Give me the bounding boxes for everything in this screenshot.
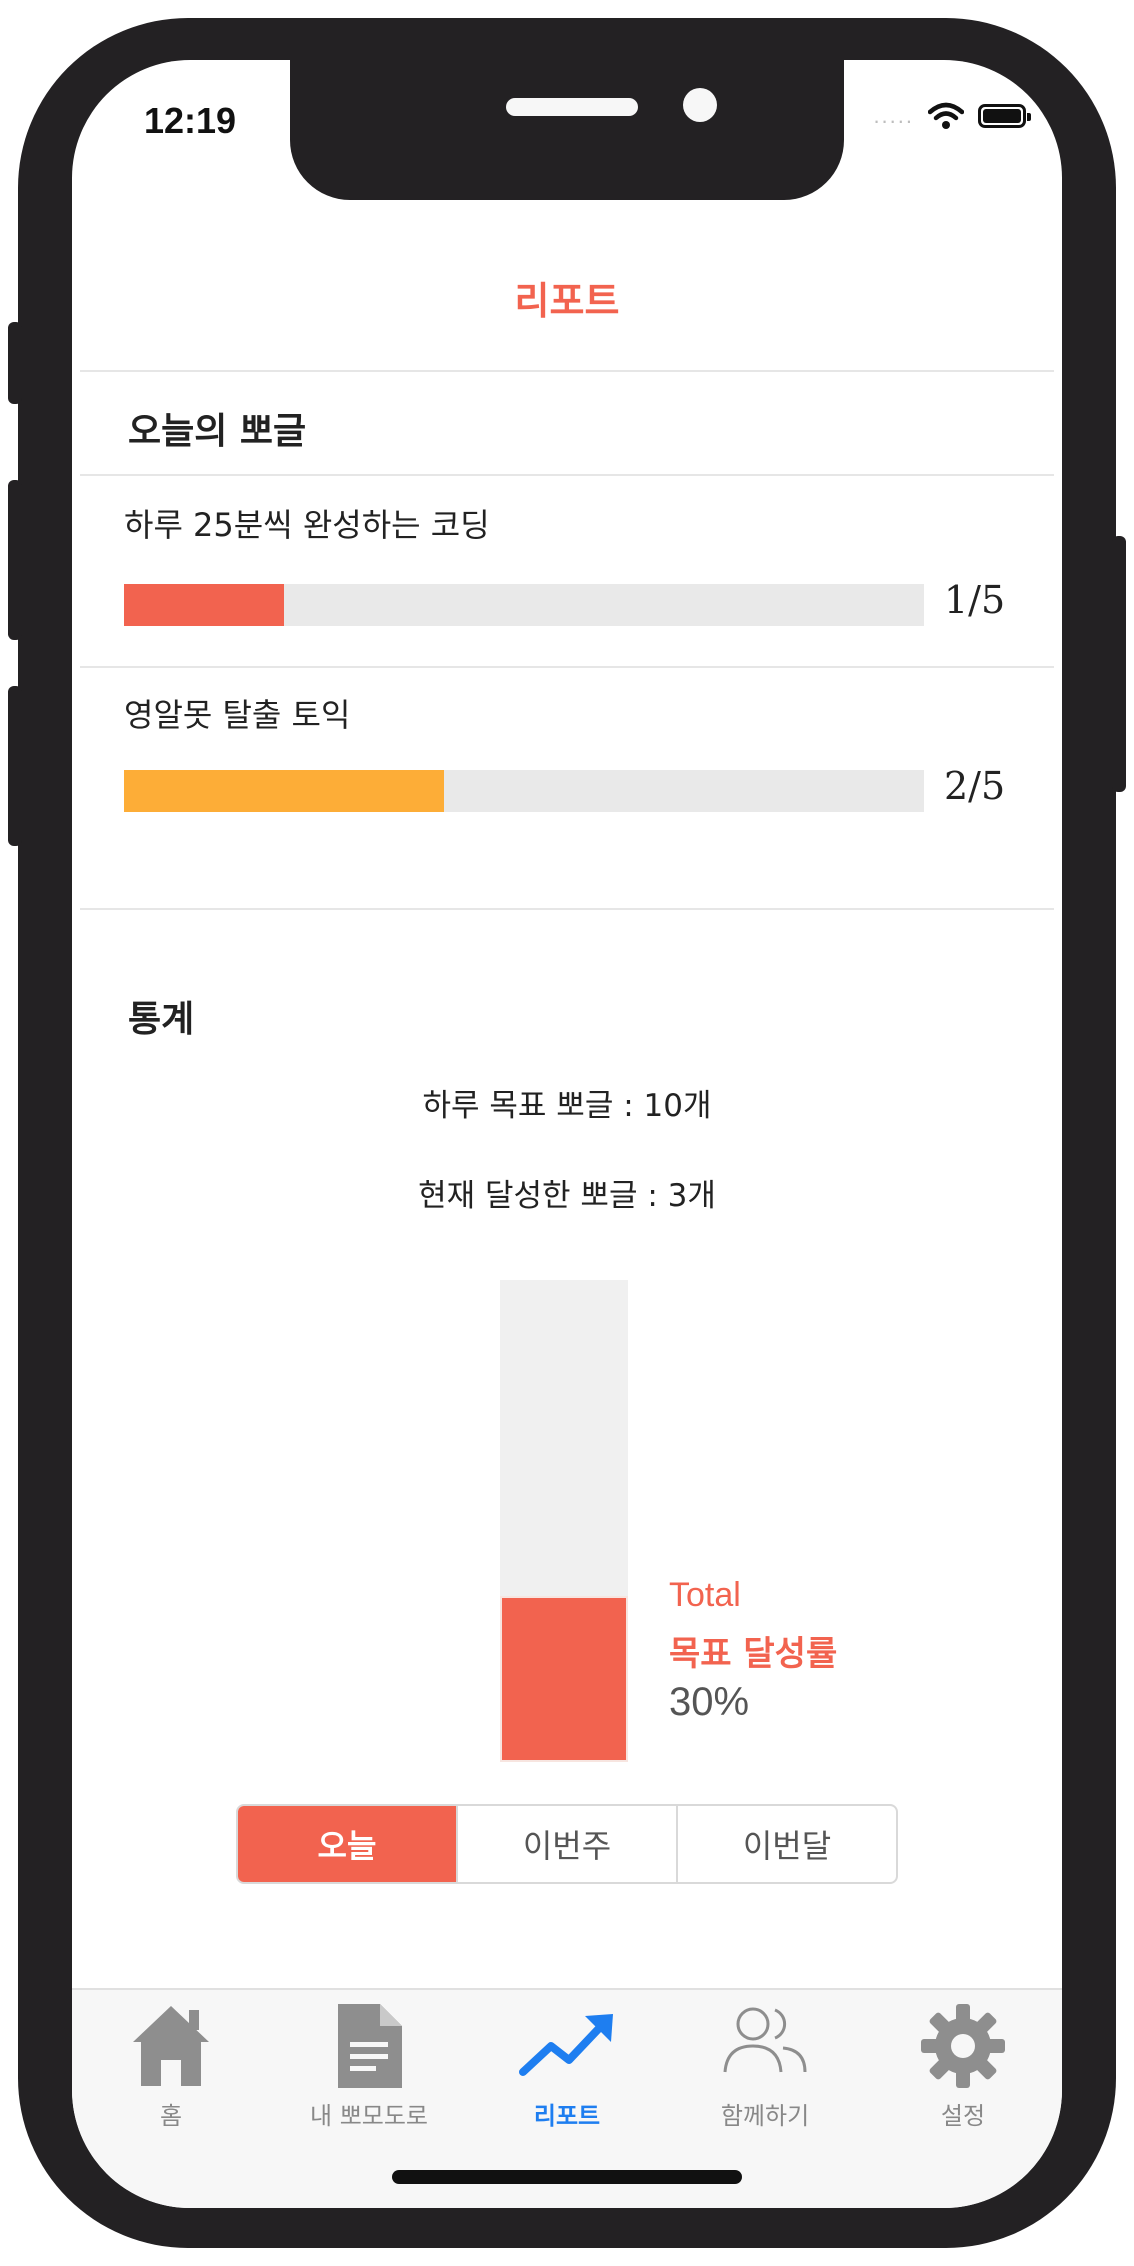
goal-progress-track [124,584,924,626]
signal-dots: ..... [873,103,914,128]
volume-up-button [8,480,22,640]
tab-report[interactable]: 리포트 [468,1996,666,2136]
achieved-text: 현재 달성한 뽀글 : 3개 [418,1178,716,1214]
goal-count: 1/5 [944,578,1006,622]
phone-screen: 12:19 ..... 리포트 오늘의 뽀글 하루 25분씩 완성하는 코딩 1… [72,60,1062,2208]
battery-icon [978,104,1031,128]
period-week-button[interactable]: 이번주 [456,1806,676,1882]
power-button [1112,536,1126,792]
mute-switch [8,322,22,404]
period-month-button[interactable]: 이번달 [676,1806,896,1882]
goal-divider [80,666,1054,668]
home-icon [133,2006,209,2086]
section-divider [80,474,1054,476]
tab-label: 리포트 [533,2102,601,2130]
home-indicator[interactable] [392,2170,742,2184]
people-icon [723,2007,807,2073]
page-title: 리포트 [514,279,620,323]
tab-my-pomodoro[interactable]: 내 뽀모도로 [270,1996,468,2136]
speaker-grille [506,98,638,116]
document-icon [338,2004,402,2088]
achievement-rate-value: 30% [669,1680,750,1724]
daily-goal-text: 하루 목표 뽀글 : 10개 [422,1088,712,1124]
tab-together[interactable]: 함께하기 [666,1996,864,2136]
tab-label: 함께하기 [720,2102,810,2130]
wifi-icon [928,102,964,129]
achievement-rate-label: 목표 달성률 [669,1634,838,1674]
tab-label: 설정 [940,2102,986,2130]
today-section-title: 오늘의 뽀글 [128,411,307,452]
tab-bar: 홈 내 뽀모도로 리포트 [72,1988,1062,2208]
status-time: 12:19 [144,100,237,141]
goal-name: 하루 25분씩 완성하는 코딩 [124,506,490,544]
goal-progress-fill [124,770,444,812]
volume-down-button [8,686,22,846]
achievement-bar-fill [500,1596,628,1762]
period-segmented-control: 오늘 이번주 이번달 [236,1804,898,1884]
trending-up-icon [519,2014,613,2076]
tab-home[interactable]: 홈 [72,1996,270,2136]
section-divider [80,908,1054,910]
tab-settings[interactable]: 설정 [864,1996,1062,2136]
tab-label: 내 뽀모도로 [309,2102,429,2130]
goal-name: 영알못 탈출 토익 [124,696,351,734]
goal-count: 2/5 [944,764,1006,808]
status-indicators: ..... [873,102,1031,130]
goal-progress-fill [124,584,284,626]
stats-section-title: 통계 [128,999,195,1040]
front-camera [683,88,717,122]
tab-label: 홈 [159,2102,183,2130]
notch [290,60,844,200]
goal-progress-track [124,770,924,812]
total-label: Total [669,1576,741,1614]
gear-icon [921,2004,1005,2088]
header-divider [80,370,1054,372]
period-today-button[interactable]: 오늘 [238,1806,456,1882]
